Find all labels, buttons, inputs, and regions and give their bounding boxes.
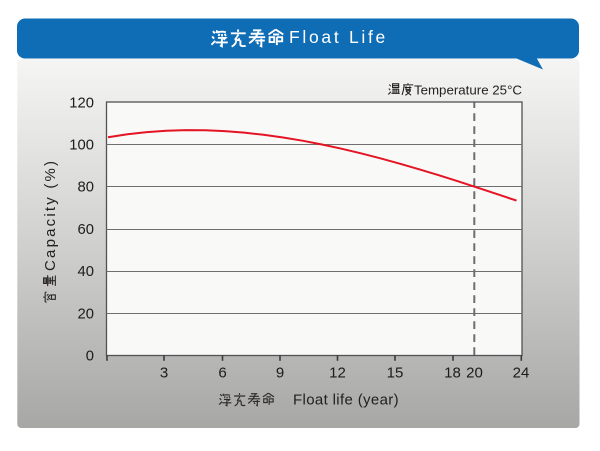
- svg-text:Float life (year): Float life (year): [293, 392, 399, 409]
- svg-text:120: 120: [69, 95, 94, 111]
- svg-text:80: 80: [78, 180, 94, 196]
- svg-text:12: 12: [329, 365, 346, 382]
- svg-text:60: 60: [78, 222, 94, 238]
- svg-text:18: 18: [444, 365, 461, 382]
- svg-text:Float Life: Float Life: [289, 27, 388, 47]
- svg-text:3: 3: [160, 365, 168, 382]
- svg-text:100: 100: [69, 138, 94, 154]
- svg-text:6: 6: [218, 365, 226, 382]
- svg-text:15: 15: [387, 365, 404, 382]
- svg-text:0: 0: [86, 349, 94, 365]
- svg-text:20: 20: [78, 306, 94, 322]
- svg-text:Capacity (%): Capacity (%): [42, 159, 59, 271]
- svg-text:40: 40: [78, 264, 94, 280]
- svg-text:24: 24: [513, 365, 530, 382]
- svg-text:9: 9: [276, 365, 284, 382]
- svg-text:20: 20: [466, 365, 483, 382]
- svg-text:Temperature 25°C: Temperature 25°C: [414, 83, 522, 98]
